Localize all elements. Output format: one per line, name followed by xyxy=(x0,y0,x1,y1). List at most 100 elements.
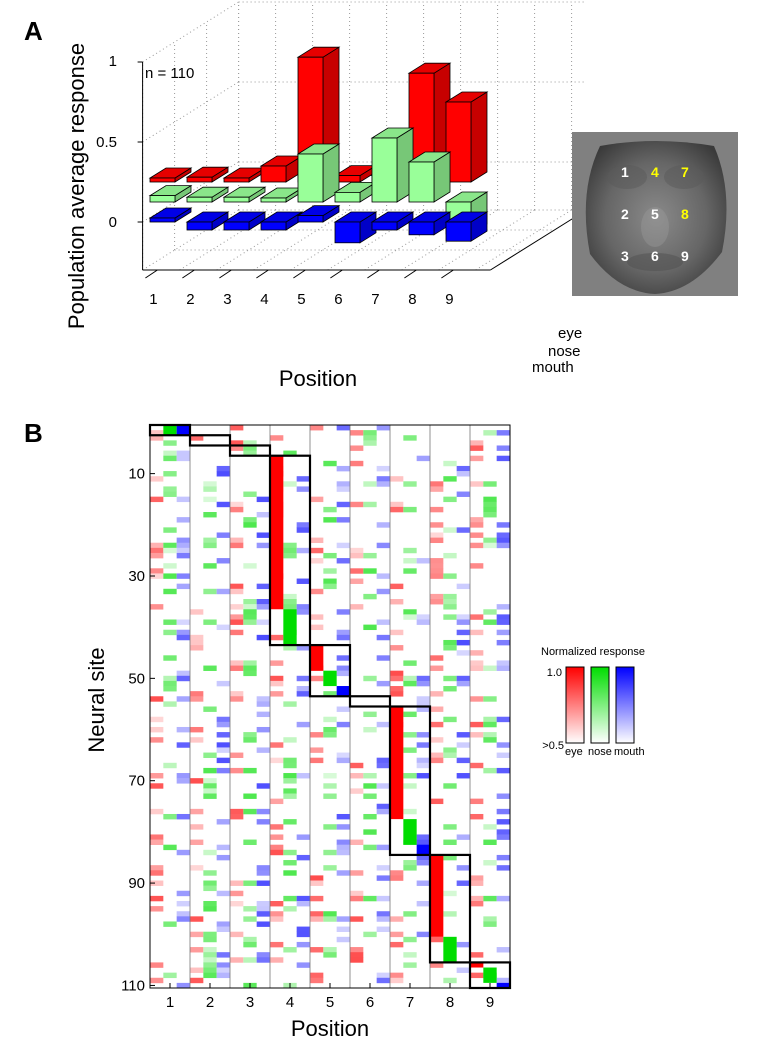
heatmap-cell xyxy=(203,767,217,774)
heatmap-cell xyxy=(470,563,484,569)
heatmap-cell xyxy=(403,865,417,871)
group-box-pos5 xyxy=(308,643,352,698)
heatmap-block-eye-pos8 xyxy=(430,854,444,937)
heatmap-cell xyxy=(176,670,190,677)
heatmap-cell xyxy=(296,609,310,615)
heatmap-cell xyxy=(150,865,164,871)
heatmap-cell xyxy=(243,445,257,451)
heatmap-cell xyxy=(243,517,257,523)
face-position-6: 6 xyxy=(651,248,659,264)
heatmap-cell xyxy=(256,583,270,590)
heatmap-cell xyxy=(443,599,457,605)
heatmap-cell xyxy=(496,947,510,953)
bar-nose-5 xyxy=(296,143,341,203)
heatmap-cell xyxy=(496,532,510,538)
face-position-2: 2 xyxy=(621,206,629,222)
heatmap-cell xyxy=(483,619,497,625)
heatmap-cell xyxy=(496,537,510,544)
heatmap-cell xyxy=(296,691,310,697)
heatmap-cell xyxy=(310,558,324,564)
heatmap-cell xyxy=(190,808,204,815)
heatmap-cell xyxy=(336,634,350,641)
heatmap-cell xyxy=(483,609,497,615)
heatmap-group-boxes xyxy=(148,423,512,990)
heatmap-cell xyxy=(283,773,297,779)
heatmap-cell xyxy=(350,430,364,436)
heatmap-cell xyxy=(376,573,390,579)
bar-eye-9 xyxy=(444,91,489,183)
heatmap-cell xyxy=(150,808,164,815)
heatmap-cell xyxy=(376,916,390,922)
heatmap-cell xyxy=(230,542,244,549)
heatmap-cell xyxy=(430,522,444,528)
heatmap-cell xyxy=(496,542,510,549)
heatmap-cell xyxy=(283,757,297,764)
heatmap-cell xyxy=(243,491,257,497)
heatmap-cell xyxy=(310,624,324,631)
heatmap-cell xyxy=(176,619,190,625)
heatmap-cell xyxy=(470,522,484,528)
heatmap-cell xyxy=(483,501,497,508)
heatmap-cell xyxy=(216,716,230,723)
heatmap-cell xyxy=(403,547,417,554)
heatmap-cell xyxy=(283,870,297,876)
heatmap-cell xyxy=(390,583,404,590)
heatmap-cell xyxy=(416,558,430,564)
heatmap-cell xyxy=(430,752,444,758)
heatmap-cell xyxy=(256,808,270,815)
heatmap-cell xyxy=(376,680,390,687)
heatmap-cell xyxy=(163,762,177,769)
heatmap-cell xyxy=(216,819,230,825)
bar-mouth-3 xyxy=(222,211,267,231)
x-tick-label: 7 xyxy=(406,994,414,1011)
heatmap-cell xyxy=(390,691,404,697)
heatmap-cell xyxy=(243,839,257,845)
heatmap-cell xyxy=(443,783,457,789)
heatmap-cell xyxy=(256,819,270,825)
bar-mouth-1 xyxy=(148,207,193,223)
heatmap-cell xyxy=(470,952,484,958)
bar-nose-7 xyxy=(370,127,415,203)
heatmap-cell xyxy=(270,844,284,851)
colorbar-eye xyxy=(565,666,585,744)
colorbar-label-nose: nose xyxy=(588,746,612,758)
heatmap-cell xyxy=(483,860,497,866)
heatmap-cell xyxy=(203,972,217,979)
heatmap-cell xyxy=(363,481,377,487)
heatmap-cell xyxy=(363,726,377,733)
heatmap-cell xyxy=(283,762,297,769)
heatmap-cell xyxy=(430,691,444,697)
heatmap-cell xyxy=(496,854,510,861)
face-position-8: 8 xyxy=(681,206,689,222)
heatmap-cell xyxy=(256,900,270,907)
heatmap-cell xyxy=(283,604,297,610)
heatmap-cell xyxy=(496,614,510,620)
colorbar-label-eye: eye xyxy=(565,746,583,758)
heatmap-cell xyxy=(430,706,444,712)
heatmap-cell xyxy=(456,614,470,620)
heatmap-cell xyxy=(176,455,190,462)
heatmap-cell xyxy=(403,481,417,487)
heatmap-cell xyxy=(190,737,204,743)
heatmap-cell xyxy=(256,604,270,610)
heatmap-cell xyxy=(376,465,390,472)
heatmap-cell xyxy=(150,839,164,845)
heatmap-cell xyxy=(496,819,510,825)
heatmap-cell xyxy=(216,844,230,851)
heatmap-cell xyxy=(283,906,297,912)
group-box-pos2 xyxy=(188,434,232,447)
heatmap-cell xyxy=(483,696,497,702)
heatmap-cell xyxy=(163,629,177,636)
heatmap-cell xyxy=(363,813,377,820)
heatmap-cell xyxy=(403,962,417,968)
heatmap-cell xyxy=(470,665,484,671)
heatmap-cell xyxy=(323,793,337,799)
heatmap-cell xyxy=(216,465,230,472)
heatmap-cell xyxy=(270,824,284,830)
heatmap-cell xyxy=(150,977,164,984)
heatmap-cell xyxy=(376,762,390,769)
heatmap-cell xyxy=(256,542,270,549)
heatmap-cell xyxy=(150,737,164,743)
heatmap-cell xyxy=(256,921,270,927)
heatmap-cell xyxy=(283,701,297,707)
